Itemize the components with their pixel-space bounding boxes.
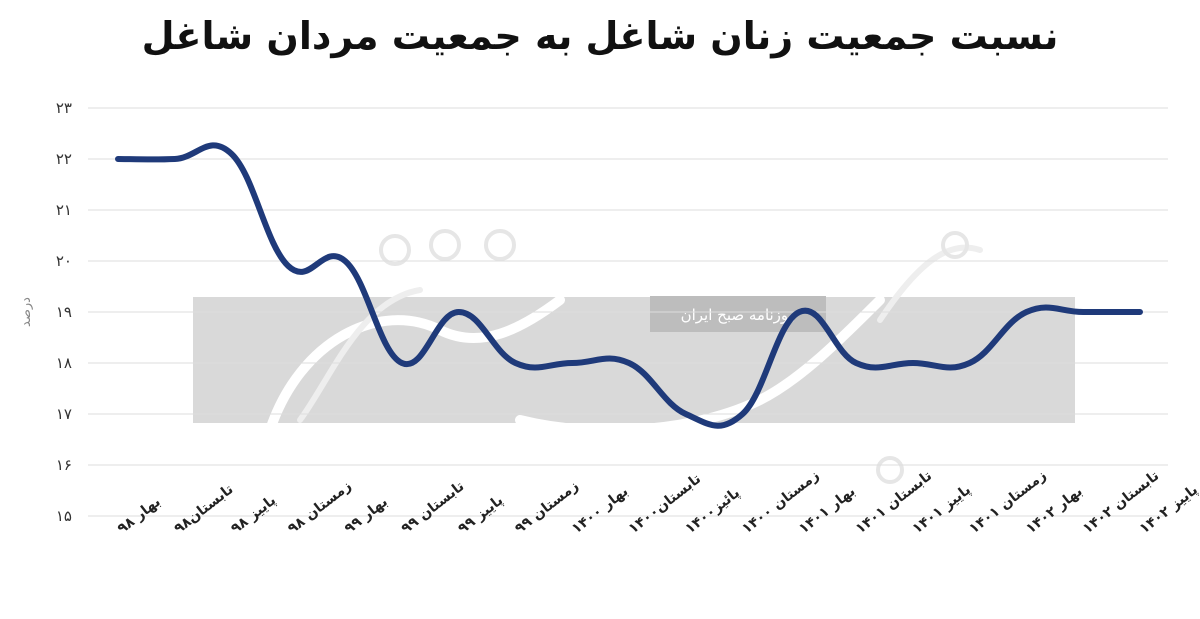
grid-lines bbox=[88, 107, 1168, 517]
y-tick-label: ۲۰ bbox=[56, 252, 72, 270]
x-tick-label: پاییز ۹۸ bbox=[228, 492, 279, 537]
y-tick-label: ۱۶ bbox=[56, 456, 72, 474]
y-tick-label: ۲۳ bbox=[56, 99, 72, 117]
y-tick-label: ۱۸ bbox=[56, 354, 72, 372]
y-tick-label: ۲۲ bbox=[56, 150, 72, 168]
watermark-caption: روزنامه صبح ایران bbox=[681, 306, 796, 324]
y-tick-label: ۲۱ bbox=[56, 201, 72, 219]
chart-title: نسبت جمعیت زنان شاغل به جمعیت مردان شاغل bbox=[141, 14, 1059, 58]
x-tick-label: پاییز ۹۹ bbox=[455, 492, 506, 537]
y-axis-label: درصد bbox=[19, 297, 34, 327]
series-line bbox=[115, 142, 1143, 429]
y-tick-label: ۱۹ bbox=[56, 303, 72, 321]
watermark: روزنامه صبح ایران bbox=[193, 229, 1075, 484]
y-tick-label: ۱۵ bbox=[56, 507, 72, 525]
y-tick-label: ۱۷ bbox=[56, 405, 72, 423]
x-tick-label: تابستان۹۸ bbox=[171, 481, 236, 537]
y-tick-labels: ۱۵ ۱۶ ۱۷ ۱۸ ۱۹ ۲۰ ۲۱ ۲۲ ۲۳ bbox=[56, 99, 72, 525]
watermark-band bbox=[193, 297, 1075, 423]
